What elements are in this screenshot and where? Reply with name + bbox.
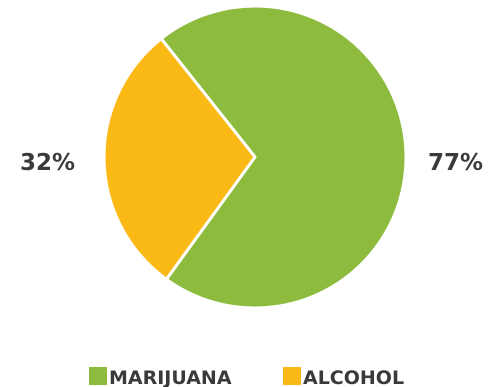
legend-item-alcohol: ALCOHOL <box>283 367 404 387</box>
pie-slice-marijuana <box>159 4 408 310</box>
slice-label-marijuana: 77% <box>428 150 483 176</box>
pie-slice-alcohol <box>102 37 257 281</box>
pie-slices <box>102 4 408 310</box>
slice-label-alcohol: 32% <box>20 150 75 176</box>
legend-swatch-marijuana <box>89 367 107 385</box>
legend-label-alcohol: ALCOHOL <box>303 367 404 387</box>
legend-label-marijuana: MARIJUANA <box>109 367 232 387</box>
legend-swatch-alcohol <box>283 367 301 385</box>
legend: MARIJUANA ALCOHOL <box>89 367 404 387</box>
legend-item-marijuana: MARIJUANA <box>89 367 232 387</box>
slice-labels: 77% 32% <box>20 150 483 176</box>
